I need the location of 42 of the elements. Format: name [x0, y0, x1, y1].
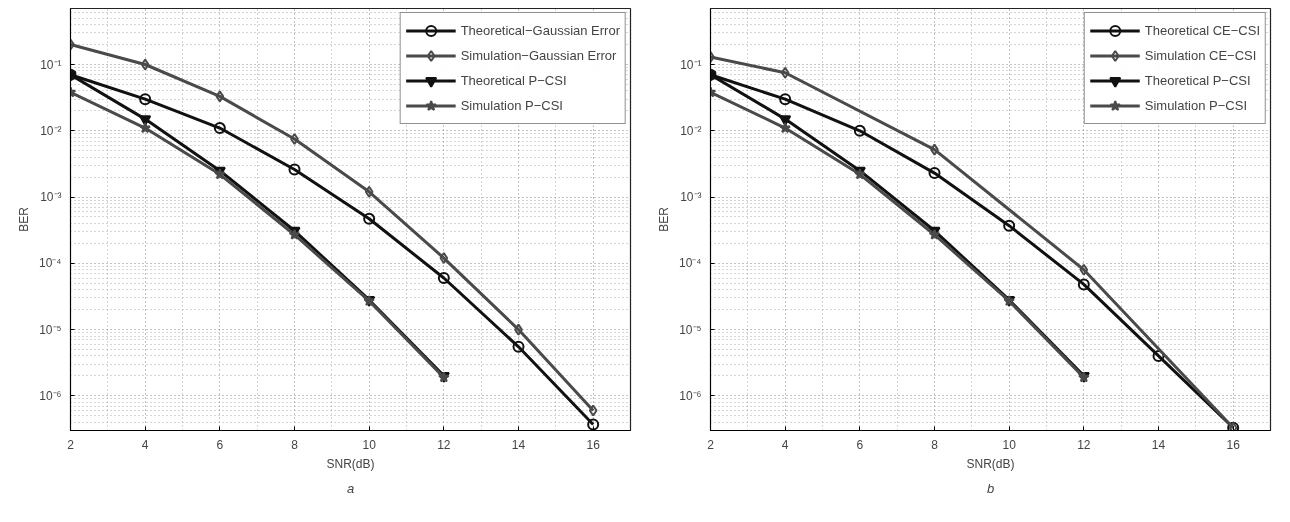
y-tick-label: 10⁻²: [680, 123, 702, 138]
text: a: [346, 480, 355, 496]
x-tick-label: 6: [216, 437, 224, 452]
y-tick-label: 10⁻³: [40, 190, 62, 205]
legend-label: Simulation CE−CSI: [1144, 47, 1257, 65]
x-tick-label: 8: [931, 437, 939, 452]
text: b: [986, 480, 995, 496]
legend-label: Theoretical P−CSI: [1144, 72, 1251, 90]
x-tick-label: 12: [437, 437, 451, 452]
legend-label: Simulation−Gaussian Error: [460, 47, 617, 65]
y-tick-label: 10⁻³: [680, 190, 702, 205]
x-tick-label: 10: [362, 437, 377, 452]
legend-label: Simulation P−CSI: [460, 97, 563, 115]
y-tick-label: 10⁻¹: [40, 57, 62, 72]
y-tick-label: 10⁻⁴: [679, 256, 702, 271]
x-tick-label: 2: [67, 437, 75, 452]
x-axis-title: SNR(dB): [326, 456, 375, 471]
x-tick-label: 6: [856, 437, 864, 452]
legend-label: Theoretical P−CSI: [460, 72, 567, 90]
legend-label: Simulation P−CSI: [1144, 97, 1247, 115]
y-tick-label: 10⁻⁵: [679, 322, 702, 337]
x-tick-label: 2: [707, 437, 715, 452]
legend-label: Theoretical CE−CSI: [1144, 22, 1260, 40]
x-axis-title: SNR(dB): [966, 456, 1015, 471]
x-tick-label: 16: [586, 437, 601, 452]
x-tick-label: 8: [291, 437, 299, 452]
y-axis-title: BER: [17, 206, 31, 232]
legend-label: Theoretical−Gaussian Error: [460, 22, 620, 40]
y-axis-title: BER: [657, 206, 671, 232]
y-tick-label: 10⁻⁶: [39, 388, 62, 403]
x-tick-label: 14: [511, 437, 526, 452]
y-tick-label: 10⁻⁵: [39, 322, 62, 337]
x-tick-label: 12: [1077, 437, 1091, 452]
x-tick-label: 16: [1226, 437, 1241, 452]
y-tick-label: 10⁻¹: [680, 57, 702, 72]
x-tick-label: 4: [141, 437, 149, 452]
x-tick-label: 4: [781, 437, 789, 452]
x-tick-label: 10: [1002, 437, 1017, 452]
y-tick-label: 10⁻⁶: [679, 388, 702, 403]
y-tick-label: 10⁻⁴: [39, 256, 62, 271]
x-tick-label: 14: [1151, 437, 1166, 452]
y-tick-label: 10⁻²: [40, 123, 62, 138]
